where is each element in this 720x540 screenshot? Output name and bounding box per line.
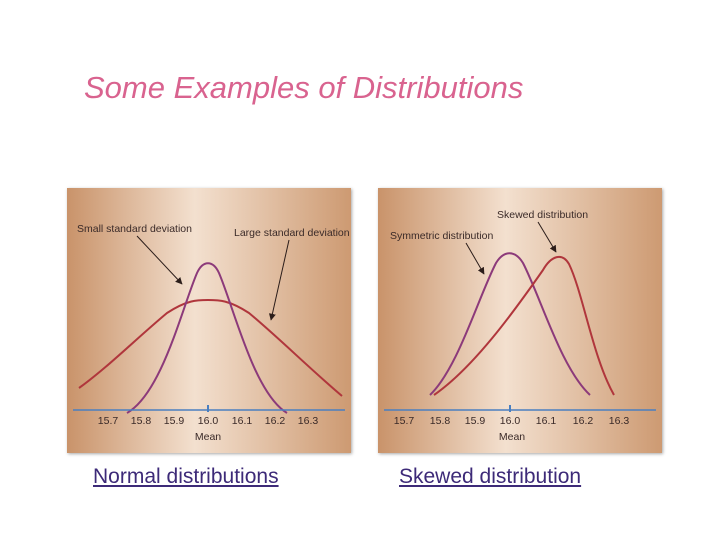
annotation-small-sd: Small standard deviation xyxy=(77,223,192,235)
tick-label: 16.2 xyxy=(265,415,286,427)
mean-label: Mean xyxy=(499,431,525,443)
tick-label: 15.8 xyxy=(430,415,451,427)
annotation-large-sd: Large standard deviation xyxy=(234,227,350,239)
tick-label: 15.7 xyxy=(394,415,415,427)
panel-background xyxy=(378,188,662,453)
tick-label: 16.1 xyxy=(232,415,253,427)
symmetric-curve xyxy=(429,252,591,396)
normal-distributions-figure: Small standard deviation Large standard … xyxy=(67,188,351,453)
annotation-symmetric: Symmetric distribution xyxy=(390,230,493,242)
tick-label: 15.8 xyxy=(131,415,152,427)
skewed-curve xyxy=(433,255,615,396)
narrow-normal-curve xyxy=(126,262,288,414)
tick-label: 15.9 xyxy=(164,415,185,427)
small-sd-arrow xyxy=(136,235,183,285)
normal-distributions-panel: Small standard deviation Large standard … xyxy=(67,188,351,453)
tick-label: 16.3 xyxy=(298,415,319,427)
tick-label: 15.9 xyxy=(465,415,486,427)
caption-normal-distributions[interactable]: Normal distributions xyxy=(93,465,279,488)
tick-label: 15.7 xyxy=(98,415,119,427)
tick-label: 16.1 xyxy=(536,415,557,427)
symmetric-arrow xyxy=(465,242,485,275)
caption-skewed-distribution[interactable]: Skewed distribution xyxy=(399,465,582,488)
tick-label: 16.3 xyxy=(609,415,630,427)
large-sd-arrow xyxy=(268,239,290,321)
tick-label: 16.2 xyxy=(573,415,594,427)
annotation-skewed: Skewed distribution xyxy=(497,209,588,221)
skewed-arrow xyxy=(537,221,557,253)
skewed-distribution-panel: Skewed distribution Symmetric distributi… xyxy=(378,188,662,453)
skewed-distribution-figure: Skewed distribution Symmetric distributi… xyxy=(378,188,662,453)
tick-label: 16.0 xyxy=(198,415,219,427)
slide-title: Some Examples of Distributions xyxy=(84,70,524,105)
mean-label: Mean xyxy=(195,431,221,443)
tick-label: 16.0 xyxy=(500,415,521,427)
wide-normal-curve xyxy=(78,298,343,397)
